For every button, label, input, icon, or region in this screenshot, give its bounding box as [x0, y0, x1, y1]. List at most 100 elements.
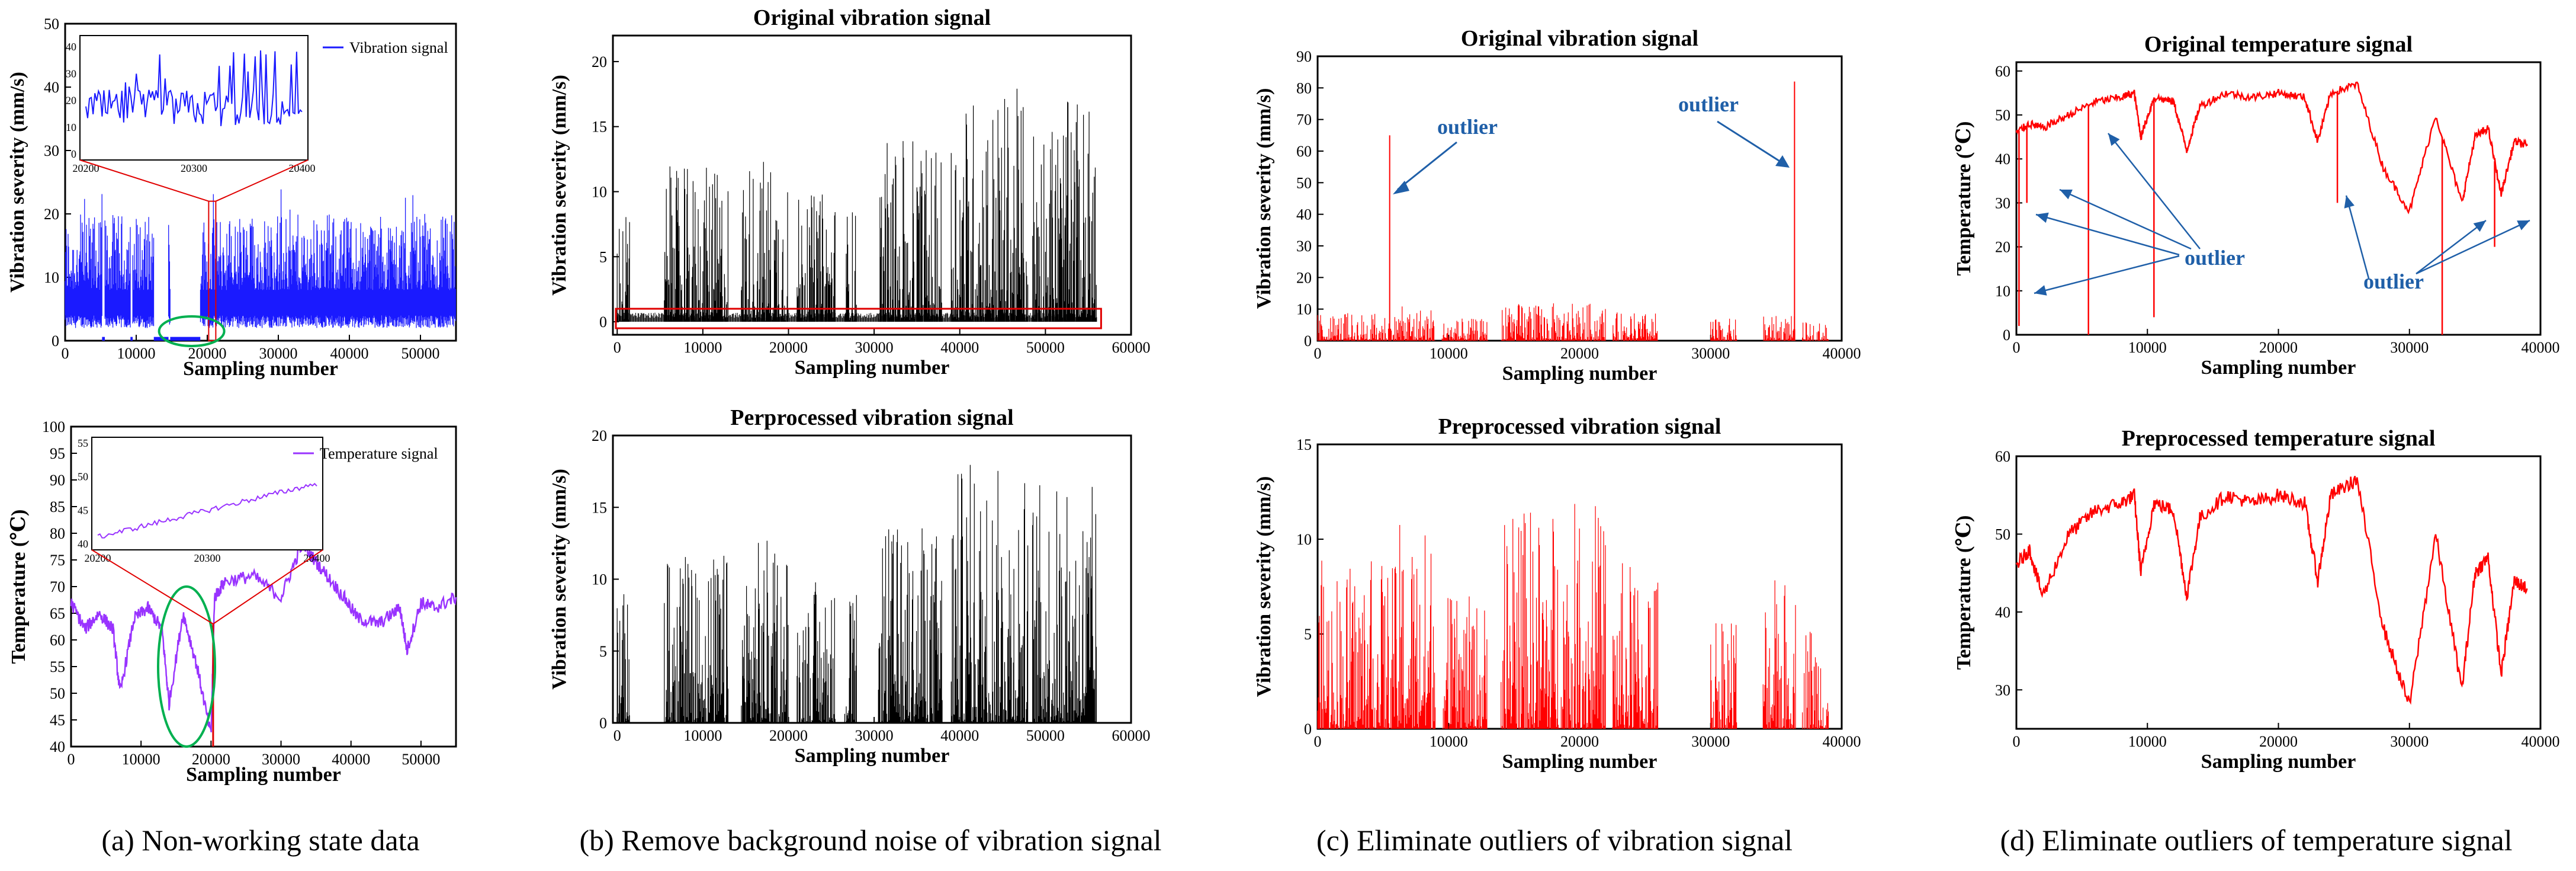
y-tick-label: 75 — [50, 552, 65, 569]
vibration-series — [616, 88, 1097, 322]
y-tick-label: 50 — [1995, 107, 2010, 124]
panel-a-top: 0 10000 20000 30000 40000 50000 0 10 20 30 40 50 Sam… — [7, 15, 457, 380]
x-tick-label: 30000 — [259, 345, 298, 362]
inset-x-tick-label: 20200 — [73, 162, 99, 174]
x-tick-label: 40000 — [330, 345, 369, 362]
x-tick-label: 50000 — [1026, 339, 1065, 356]
annotation-arrow — [2108, 133, 2201, 249]
y-tick-label: 5 — [599, 248, 607, 265]
y-tick-label: 10 — [1995, 283, 2010, 300]
x-tick-label: 40000 — [2522, 733, 2560, 750]
annotation-arrowhead — [2034, 285, 2047, 296]
annotation-arrow — [2345, 195, 2370, 279]
y-tick-label: 20 — [1296, 269, 1312, 286]
caption-a: (a) Non-working state data — [101, 824, 419, 857]
y-axis-label: Vibration severity (mm/s) — [1253, 88, 1275, 309]
inset-x-tick-label: 20400 — [304, 552, 330, 564]
chart-title: Perprocessed vibration signal — [730, 405, 1014, 430]
annotation-arrow — [2416, 219, 2530, 275]
vibration-series — [1317, 303, 1829, 341]
x-axis-label: Sampling number — [795, 745, 950, 767]
y-axis-label: Vibration severity (mm/s) — [548, 75, 570, 296]
y-axis-label: Vibration severity (mm/s) — [7, 72, 28, 293]
annotation-arrow — [1717, 120, 1783, 164]
annotation-arrowhead — [1393, 181, 1409, 194]
x-axis-label: Sampling number — [2201, 751, 2356, 773]
annotation-arrowhead — [2060, 190, 2073, 200]
annotation-arrowhead — [2344, 196, 2355, 209]
y-tick-label: 10 — [1296, 301, 1312, 318]
x-tick-label: 0 — [614, 727, 621, 744]
vibration-series — [65, 189, 457, 341]
annotation-arrowhead — [2517, 220, 2530, 230]
legend-label: Vibration signal — [349, 39, 448, 56]
background-noise — [616, 312, 1097, 322]
x-tick-label: 20000 — [2259, 339, 2298, 356]
y-tick-label: 60 — [1995, 63, 2010, 80]
x-tick-label: 10000 — [122, 751, 160, 768]
x-axis-label: Sampling number — [183, 358, 338, 380]
y-tick-label: 60 — [1995, 448, 2010, 465]
x-tick-label: 30000 — [262, 751, 300, 768]
inset-x-tick-label: 20300 — [194, 552, 221, 564]
annotation-arrow — [2416, 220, 2487, 274]
y-tick-label: 15 — [592, 499, 607, 516]
x-tick-label: 50000 — [1026, 727, 1065, 744]
x-axis-label: Sampling number — [1502, 751, 1658, 773]
x-tick-label: 10000 — [2128, 339, 2167, 356]
y-tick-label: 5 — [599, 643, 607, 660]
y-axis-label: Vibration severity (mm/s) — [548, 469, 570, 690]
chart-title: Original vibration signal — [753, 5, 991, 30]
y-tick-label: 10 — [44, 269, 59, 286]
y-tick-label: 40 — [44, 79, 59, 96]
inset-y-tick-label: 40 — [78, 538, 88, 550]
y-tick-label: 100 — [42, 418, 65, 436]
x-tick-label: 20000 — [769, 727, 808, 744]
x-tick-label: 10000 — [1430, 345, 1468, 362]
x-tick-label: 60000 — [1112, 727, 1151, 744]
x-axis-label: Sampling number — [186, 764, 341, 786]
y-tick-label: 95 — [50, 445, 65, 462]
x-tick-label: 40000 — [1823, 733, 1861, 750]
y-tick-label: 0 — [599, 313, 607, 331]
y-tick-label: 0 — [52, 332, 59, 350]
x-tick-label: 60000 — [1112, 339, 1151, 356]
plot-frame — [64, 23, 457, 342]
y-tick-label: 20 — [1995, 239, 2010, 256]
outlier-annotation: outlier — [2363, 270, 2424, 293]
inset-y-tick-label: 40 — [66, 41, 76, 53]
outlier-annotation: outlier — [1678, 92, 1739, 116]
y-tick-label: 0 — [2003, 326, 2010, 344]
x-tick-label: 20000 — [1560, 733, 1599, 750]
x-tick-label: 0 — [62, 345, 69, 362]
highlight-ellipse — [158, 315, 226, 347]
x-tick-label: 40000 — [332, 751, 370, 768]
y-tick-label: 90 — [50, 472, 65, 489]
x-tick-label: 30000 — [1691, 733, 1730, 750]
y-tick-label: 0 — [599, 715, 607, 732]
y-tick-label: 0 — [1304, 721, 1312, 738]
y-tick-label: 20 — [592, 427, 607, 444]
y-tick-label: 50 — [1296, 174, 1312, 191]
y-tick-label: 50 — [1995, 526, 2010, 543]
inset-frame — [79, 35, 309, 161]
caption-c: (c) Eliminate outliers of vibration sign… — [1316, 824, 1793, 857]
x-axis-label: Sampling number — [2201, 357, 2356, 379]
chart-title: Original vibration signal — [1461, 26, 1698, 51]
x-tick-label: 30000 — [1691, 345, 1730, 362]
x-tick-label: 30000 — [855, 339, 894, 356]
inset-y-tick-label: 55 — [78, 437, 88, 449]
y-tick-label: 65 — [50, 605, 65, 622]
inset-x-tick-label: 20400 — [289, 162, 316, 174]
y-axis-label: Temperature (℃) — [1953, 515, 1975, 670]
inset-connector-right — [213, 549, 323, 625]
x-tick-label: 10000 — [117, 345, 156, 362]
inset-x-tick-label: 20200 — [85, 552, 111, 564]
inset-y-tick-label: 50 — [78, 471, 88, 483]
x-axis-label: Sampling number — [795, 357, 950, 379]
x-tick-label: 40000 — [940, 727, 979, 744]
inset-frame — [91, 437, 323, 550]
x-tick-label: 20000 — [188, 345, 227, 362]
y-tick-label: 40 — [1296, 206, 1312, 223]
